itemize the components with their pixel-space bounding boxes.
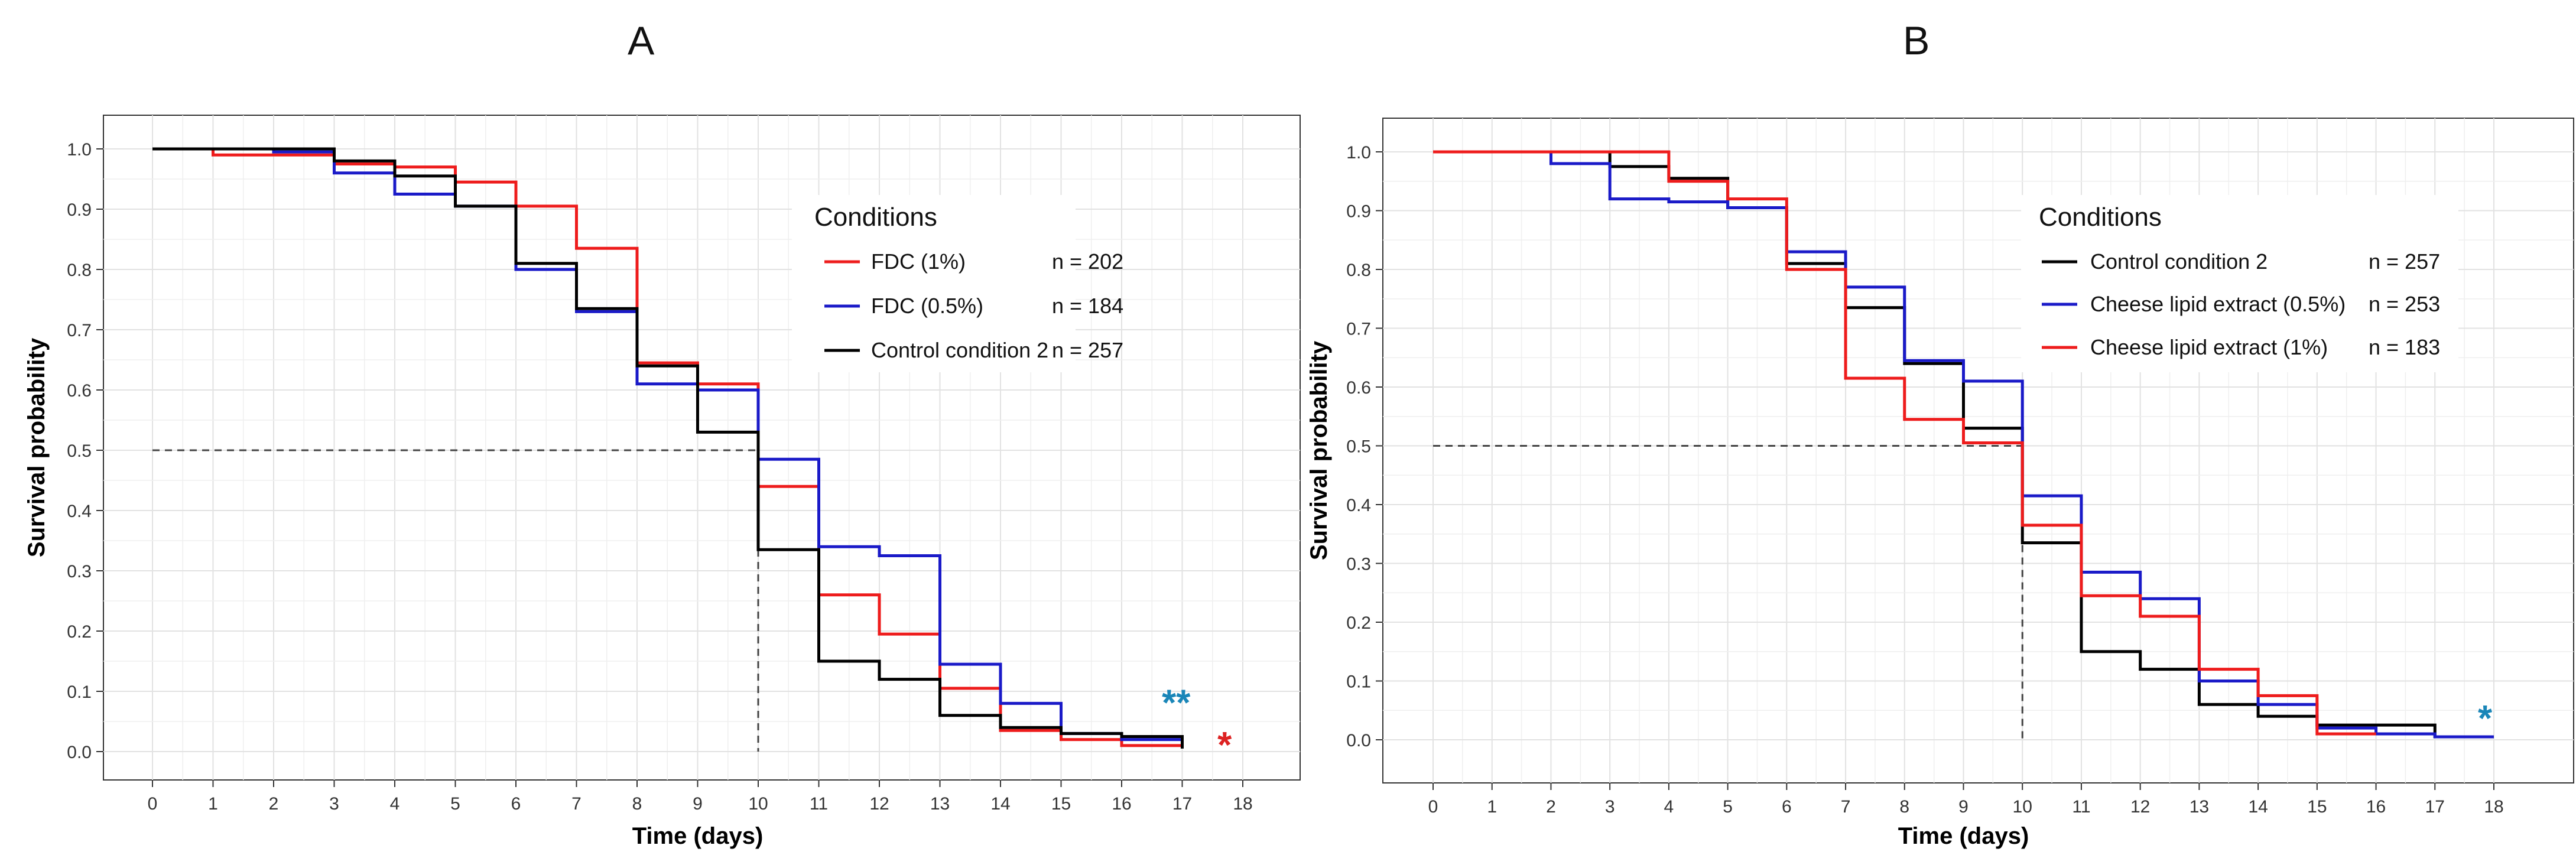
x-tick-label: 4 (1664, 797, 1674, 817)
x-tick-label: 8 (1899, 797, 1909, 817)
x-tick-label: 18 (1233, 794, 1252, 814)
x-tick-label: 9 (1958, 797, 1968, 817)
x-tick-label: 11 (2072, 797, 2090, 817)
x-tick-label: 15 (1051, 794, 1071, 814)
legend-n-label: n = 257 (1052, 338, 1123, 362)
legend-n-label: n = 253 (2369, 292, 2440, 316)
x-tick-label: 3 (1605, 797, 1615, 817)
y-axis-title: Survival probability (24, 337, 50, 557)
x-tick-label: 4 (390, 794, 400, 814)
grid (103, 115, 1300, 780)
chart-panel-a: 0 1 2 3 4 5 6 7 8 9 10 11 12 13 14 15 16 17 180.00.10.20.3… (24, 115, 1301, 849)
legend-title: Conditions (814, 203, 937, 232)
x-axis-title: Time (days) (632, 823, 764, 849)
y-tick-label: 0.8 (1346, 261, 1371, 280)
x-tick-label: 6 (1782, 797, 1792, 817)
legend: Conditions Control condition 2 n = 257 Chee… (2021, 195, 2458, 372)
legend-label: FDC (0.5%) (871, 294, 983, 318)
x-tick-label: 16 (2366, 797, 2386, 817)
x-tick-label: 16 (1112, 794, 1131, 814)
y-tick-label: 0.5 (67, 441, 92, 461)
legend-label: Cheese lipid extract (1%) (2090, 335, 2328, 359)
x-tick-label: 9 (693, 794, 703, 814)
x-tick-label: 8 (632, 794, 642, 814)
y-tick-label: 0.8 (67, 261, 92, 280)
x-tick-label: 2 (1546, 797, 1556, 817)
x-axis-title: Time (days) (1898, 823, 2029, 849)
legend-label: FDC (1%) (871, 249, 966, 274)
x-tick-label: 7 (571, 794, 582, 814)
x-tick-label: 15 (2307, 797, 2327, 817)
y-tick-label: 0.9 (1346, 202, 1371, 222)
y-tick-label: 0.1 (67, 682, 92, 702)
legend-label: Control condition 2 (871, 338, 1048, 362)
legend-title: Conditions (2039, 203, 2162, 232)
legend-label: Cheese lipid extract (0.5%) (2090, 292, 2346, 316)
x-tick-label: 10 (748, 794, 768, 814)
y-tick-label: 0.9 (67, 200, 92, 220)
x-tick-label: 5 (450, 794, 460, 814)
x-tick-label: 13 (2190, 797, 2209, 817)
y-tick-label: 0.7 (67, 321, 92, 340)
x-tick-label: 12 (869, 794, 889, 814)
x-tick-label: 11 (810, 794, 828, 814)
x-tick-label: 6 (511, 794, 521, 814)
significance-marker: ** (1162, 682, 1191, 723)
y-tick-label: 0.6 (67, 381, 92, 401)
x-tick-label: 12 (2130, 797, 2150, 817)
y-tick-label: 0.0 (67, 743, 92, 762)
x-tick-label: 1 (1487, 797, 1497, 817)
significance-marker: * (1217, 725, 1232, 766)
x-tick-label: 13 (930, 794, 950, 814)
legend-n-label: n = 257 (2369, 249, 2440, 274)
chart-panel-b: 0 1 2 3 4 5 6 7 8 9 10 11 12 13 14 15 16 17 180.00.10.20.3… (1306, 118, 2574, 849)
y-tick-label: 0.5 (1346, 437, 1371, 457)
y-tick-label: 0.3 (67, 562, 92, 581)
legend-n-label: n = 184 (1052, 294, 1123, 318)
x-tick-label: 0 (1428, 797, 1438, 817)
panel-a-letter: A (628, 18, 655, 63)
y-tick-label: 0.4 (1346, 496, 1371, 515)
y-tick-label: 0.6 (1346, 378, 1371, 398)
y-tick-label: 1.0 (67, 140, 92, 160)
y-tick-label: 0.4 (67, 502, 92, 521)
y-tick-label: 0.3 (1346, 555, 1371, 574)
y-tick-label: 0.2 (67, 622, 92, 642)
x-tick-label: 14 (2248, 797, 2268, 817)
y-tick-label: 1.0 (1346, 143, 1371, 162)
legend-background (2021, 195, 2458, 372)
x-tick-label: 10 (2013, 797, 2032, 817)
y-tick-label: 0.0 (1346, 731, 1371, 750)
x-tick-label: 14 (990, 794, 1010, 814)
survival-curve-2 (1433, 150, 2376, 736)
x-tick-label: 1 (208, 794, 218, 814)
legend-n-label: n = 183 (2369, 335, 2440, 359)
x-tick-label: 3 (329, 794, 339, 814)
legend-label: Control condition 2 (2090, 249, 2268, 274)
y-tick-label: 0.1 (1346, 672, 1371, 692)
x-tick-label: 5 (1723, 797, 1733, 817)
y-tick-label: 0.2 (1346, 613, 1371, 633)
x-tick-label: 7 (1841, 797, 1851, 817)
x-tick-label: 17 (1172, 794, 1192, 814)
legend-n-label: n = 202 (1052, 249, 1123, 274)
x-tick-label: 18 (2484, 797, 2503, 817)
y-axis-title: Survival probability (1306, 340, 1332, 560)
x-tick-label: 17 (2425, 797, 2445, 817)
significance-marker: * (2478, 698, 2493, 739)
x-tick-label: 0 (148, 794, 158, 814)
y-tick-label: 0.7 (1346, 320, 1371, 339)
survival-curve-2 (152, 147, 1184, 749)
legend-background (792, 195, 1076, 372)
survival-curve-0 (1433, 150, 2494, 739)
legend: Conditions FDC (1%) n = 202 FDC (0.5%) n = 1… (792, 195, 1123, 372)
panel-b-letter: B (1903, 18, 1930, 63)
x-tick-label: 2 (269, 794, 279, 814)
plot-frame (103, 115, 1301, 781)
